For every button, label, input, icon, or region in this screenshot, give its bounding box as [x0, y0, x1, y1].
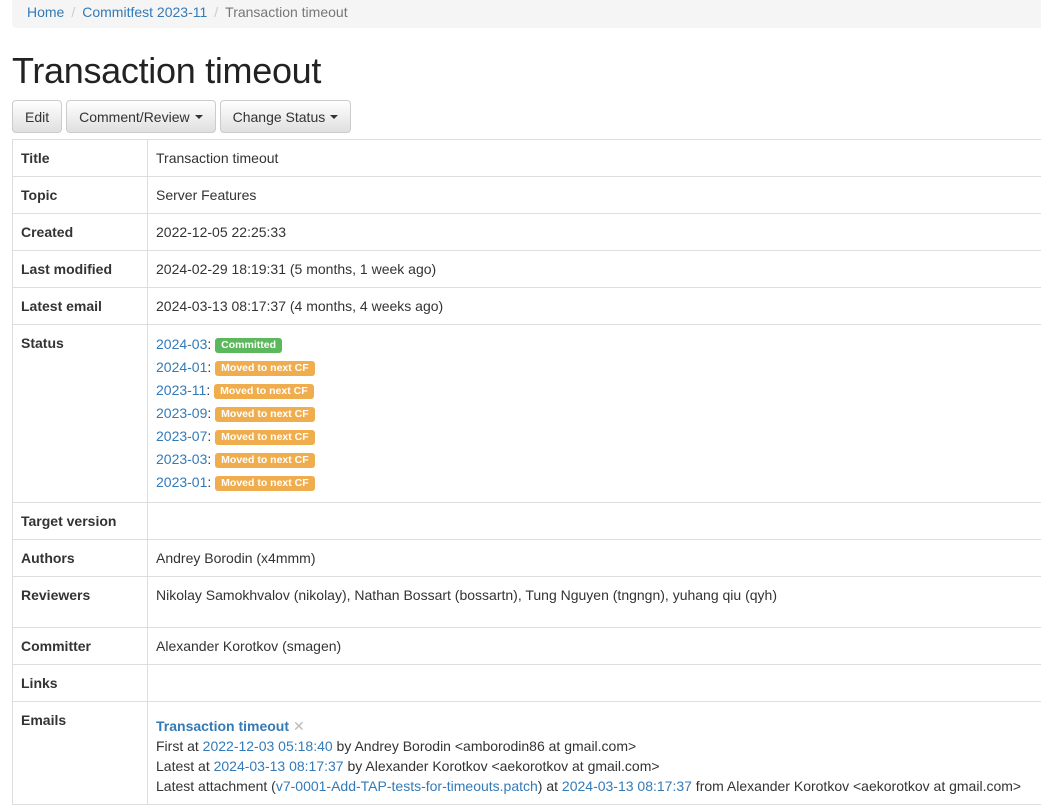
- text: First at: [156, 738, 203, 754]
- status-entry: 2024-01: Moved to next CF: [156, 356, 1041, 379]
- first-email-link[interactable]: 2022-12-03 05:18:40: [202, 738, 333, 754]
- value: Transaction timeout: [147, 139, 1041, 177]
- status-entry: 2023-01: Moved to next CF: [156, 471, 1041, 494]
- value: [147, 664, 1041, 702]
- status-badge: Moved to next CF: [215, 407, 315, 422]
- toolbar: Edit Comment/Review Change Status: [12, 100, 352, 133]
- text: ) at: [537, 778, 562, 794]
- first-email: First at 2022-12-03 05:18:40 by Andrey B…: [156, 736, 1041, 756]
- row-created: Created 2022-12-05 22:25:33: [12, 213, 1041, 251]
- caret-down-icon: [330, 114, 339, 119]
- edit-label: Edit: [25, 108, 50, 125]
- label: Links: [12, 664, 148, 702]
- label: Title: [12, 139, 148, 177]
- label: Emails: [12, 701, 148, 805]
- commitfest-link[interactable]: 2024-03: [156, 336, 208, 352]
- caret-down-icon: [194, 114, 203, 119]
- row-authors: Authors Andrey Borodin (x4mmm): [12, 539, 1041, 577]
- edit-button[interactable]: Edit: [12, 100, 63, 133]
- status-badge: Moved to next CF: [215, 361, 315, 376]
- value: Andrey Borodin (x4mmm): [147, 539, 1041, 577]
- text: Latest attachment (: [156, 778, 276, 794]
- page-title: Transaction timeout: [12, 50, 322, 91]
- status-entry: 2023-07: Moved to next CF: [156, 425, 1041, 448]
- status-entry: 2023-03: Moved to next CF: [156, 448, 1041, 471]
- attachment-date-link[interactable]: 2024-03-13 08:17:37: [561, 778, 692, 794]
- row-reviewers: Reviewers Nikolay Samokhvalov (nikolay), …: [12, 576, 1041, 628]
- commitfest-link[interactable]: 2024-01: [156, 359, 208, 375]
- value: [147, 502, 1041, 540]
- row-target-version: Target version: [12, 502, 1041, 540]
- latest-attachment: Latest attachment (v7-0001-Add-TAP-tests…: [156, 776, 1041, 796]
- row-last-modified: Last modified 2024-02-29 18:19:31 (5 mont…: [12, 250, 1041, 288]
- patch-details-table: Title Transaction timeout Topic Server Fea…: [12, 139, 1041, 805]
- row-emails: Emails Transaction timeout ✕ First at 202…: [12, 701, 1041, 805]
- breadcrumb-separator: /: [214, 4, 219, 20]
- change-status-label: Change Status: [232, 108, 326, 125]
- status-badge: Moved to next CF: [215, 430, 315, 445]
- label: Status: [12, 324, 148, 503]
- comment-review-button[interactable]: Comment/Review: [66, 100, 216, 133]
- label: Created: [12, 213, 148, 251]
- breadcrumb-home[interactable]: Home: [27, 4, 65, 20]
- row-status: Status 2024-03: Committed 2024-01: Moved t…: [12, 324, 1041, 503]
- text: by Andrey Borodin <amborodin86 at gmail.…: [332, 738, 637, 754]
- commitfest-link[interactable]: 2023-11: [156, 382, 207, 398]
- label: Committer: [12, 627, 148, 665]
- text: by Alexander Korotkov <aekorotkov at gma…: [343, 758, 660, 774]
- attachment-link[interactable]: v7-0001-Add-TAP-tests-for-timeouts.patch: [275, 778, 538, 794]
- status-badge: Moved to next CF: [214, 384, 314, 399]
- value: 2022-12-05 22:25:33: [147, 213, 1041, 251]
- status-entry: 2023-11: Moved to next CF: [156, 379, 1041, 402]
- breadcrumb-commitfest[interactable]: Commitfest 2023-11: [82, 4, 208, 20]
- latest-email: Latest at 2024-03-13 08:17:37 by Alexand…: [156, 756, 1041, 776]
- latest-email-link[interactable]: 2024-03-13 08:17:37: [213, 758, 344, 774]
- email-thread-link[interactable]: Transaction timeout: [156, 718, 290, 734]
- status-entry: 2024-03: Committed: [156, 333, 1041, 356]
- row-committer: Committer Alexander Korotkov (smagen): [12, 627, 1041, 665]
- value: Server Features: [147, 176, 1041, 214]
- value: 2024-02-29 18:19:31 (5 months, 1 week ag…: [147, 250, 1041, 288]
- label: Latest email: [12, 287, 148, 325]
- label: Target version: [12, 502, 148, 540]
- row-latest-email: Latest email 2024-03-13 08:17:37 (4 month…: [12, 287, 1041, 325]
- status-entry: 2023-09: Moved to next CF: [156, 402, 1041, 425]
- row-title: Title Transaction timeout: [12, 139, 1041, 177]
- value: 2024-03-13 08:17:37 (4 months, 4 weeks a…: [147, 287, 1041, 325]
- label: Topic: [12, 176, 148, 214]
- label: Reviewers: [12, 576, 148, 628]
- status-list: 2024-03: Committed 2024-01: Moved to next…: [147, 324, 1041, 503]
- value: Alexander Korotkov (smagen): [147, 627, 1041, 665]
- emails-cell: Transaction timeout ✕ First at 2022-12-03…: [147, 701, 1041, 805]
- status-badge: Moved to next CF: [215, 476, 315, 491]
- status-badge: Moved to next CF: [215, 453, 315, 468]
- breadcrumb: Home / Commitfest 2023-11 / Transaction time…: [12, 0, 1041, 28]
- value: Nikolay Samokhvalov (nikolay), Nathan Bo…: [147, 576, 1041, 628]
- commitfest-link[interactable]: 2023-09: [156, 405, 208, 421]
- breadcrumb-separator: /: [71, 4, 76, 20]
- commitfest-link[interactable]: 2023-01: [156, 474, 208, 490]
- breadcrumb-current: Transaction timeout: [225, 4, 348, 20]
- change-status-button[interactable]: Change Status: [219, 100, 352, 133]
- text: Latest at: [156, 758, 214, 774]
- text: from Alexander Korotkov <aekorotkov at g…: [691, 778, 1022, 794]
- status-badge: Committed: [215, 338, 283, 353]
- label: Last modified: [12, 250, 148, 288]
- label: Authors: [12, 539, 148, 577]
- comment-review-label: Comment/Review: [79, 108, 190, 125]
- commitfest-link[interactable]: 2023-07: [156, 428, 208, 444]
- close-icon[interactable]: ✕: [293, 718, 305, 734]
- commitfest-link[interactable]: 2023-03: [156, 451, 208, 467]
- row-topic: Topic Server Features: [12, 176, 1041, 214]
- row-links: Links: [12, 664, 1041, 702]
